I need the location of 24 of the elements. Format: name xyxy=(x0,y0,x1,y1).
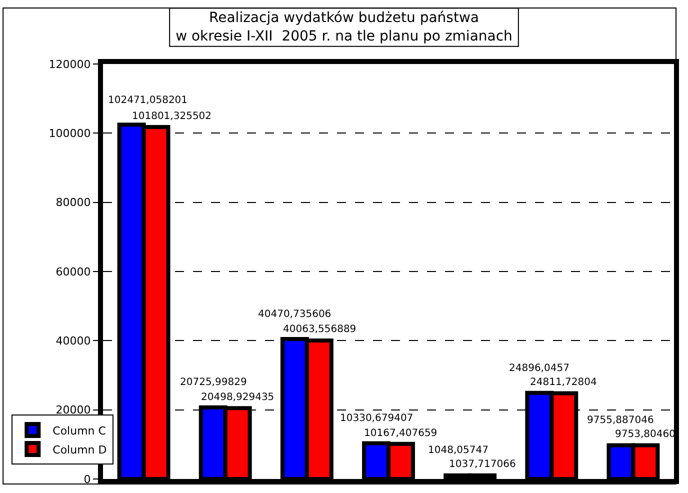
legend-label: Column C xyxy=(52,424,106,438)
legend-label: Column D xyxy=(52,443,107,456)
data-label: 24896,0457 xyxy=(509,363,570,374)
data-label: 24811,72804 xyxy=(530,377,597,388)
data-label: 9753,80460 xyxy=(615,429,676,440)
y-tick-label: 100000 xyxy=(48,127,91,140)
data-label: 1048,05747 xyxy=(428,445,488,456)
y-tick-label: 80000 xyxy=(56,196,91,210)
data-label: 20725,99829 xyxy=(180,377,247,388)
y-tick-label: 0 xyxy=(84,472,91,486)
data-label: 102471,058201 xyxy=(108,95,188,106)
chart-title: Realizacja wydatków budżetu państwa w okresie I-XII 2005 r. na tle planu po zmianach xyxy=(176,10,512,44)
data-label: 40063,556889 xyxy=(283,324,356,335)
y-tick-label: 20000 xyxy=(56,404,91,417)
y-tick-label: 120000 xyxy=(48,58,91,71)
data-label: 40470,735606 xyxy=(258,309,332,320)
data-label: 10167,407659 xyxy=(364,428,438,439)
data-label: 20498,929435 xyxy=(201,392,274,403)
data-label: 1037,717066 xyxy=(449,459,516,470)
data-label: 10330,679407 xyxy=(340,413,414,424)
y-tick-label: 60000 xyxy=(56,265,91,278)
data-label: 9755,887046 xyxy=(587,415,654,426)
data-label: 101801,325502 xyxy=(132,111,212,122)
y-tick-label: 40000 xyxy=(56,334,91,348)
